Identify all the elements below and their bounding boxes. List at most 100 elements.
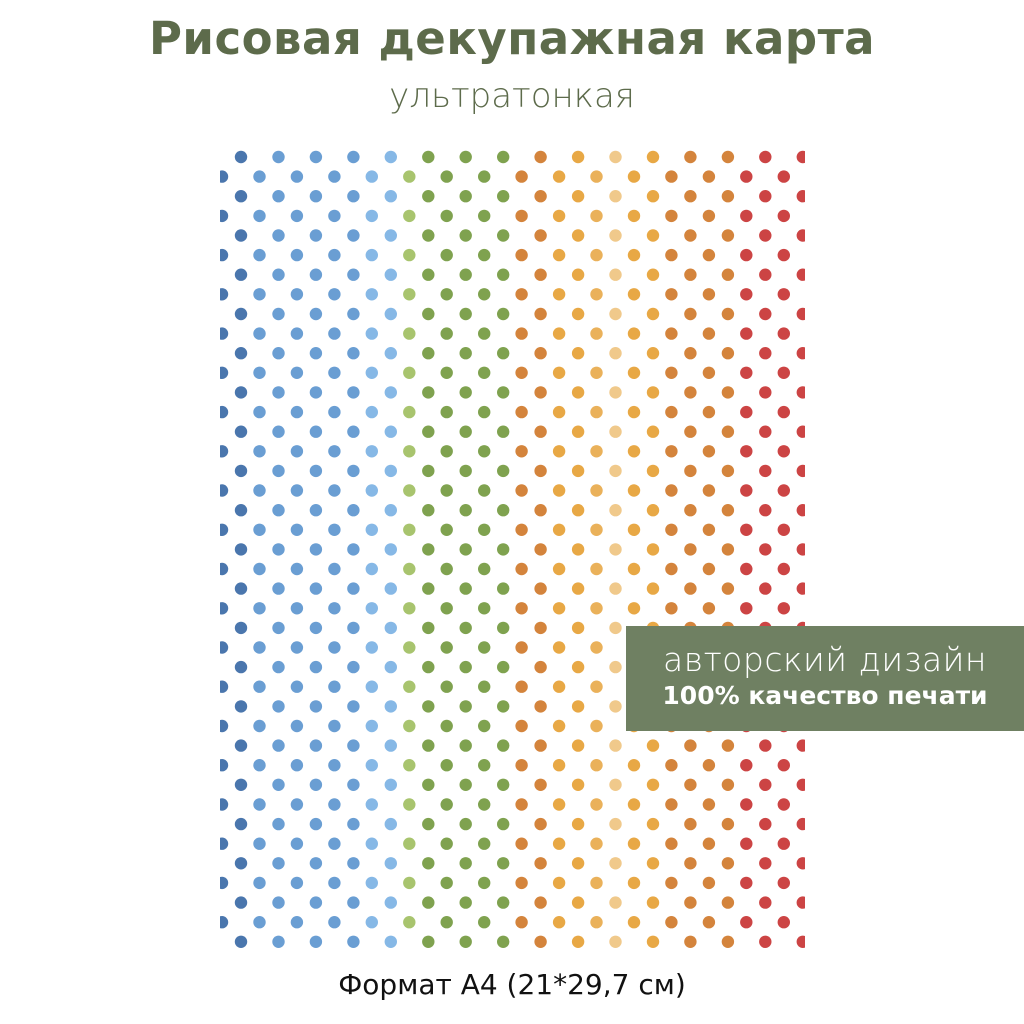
polka-dot xyxy=(759,386,772,399)
polka-dot xyxy=(478,562,491,576)
polka-dot xyxy=(759,229,772,242)
polka-dot xyxy=(365,602,378,615)
polka-dot xyxy=(627,916,641,929)
polka-dot xyxy=(272,190,285,203)
polka-dot xyxy=(534,817,547,831)
polka-dot xyxy=(440,327,453,340)
polka-dot xyxy=(459,504,472,517)
polka-dot xyxy=(403,366,416,379)
polka-dot xyxy=(740,405,753,419)
polka-dot xyxy=(497,700,510,713)
polka-dot xyxy=(478,759,491,772)
polka-dot xyxy=(627,876,641,890)
polka-dot xyxy=(759,464,772,478)
polka-dot xyxy=(440,916,453,929)
polka-dot xyxy=(309,857,323,870)
polka-dot xyxy=(534,425,547,438)
polka-dot xyxy=(721,582,735,595)
polka-dot xyxy=(478,916,491,929)
polka-dot xyxy=(796,896,805,909)
polka-dot xyxy=(534,582,547,595)
polka-dot xyxy=(702,759,716,772)
polka-dot xyxy=(290,327,304,340)
polka-dot xyxy=(552,602,566,615)
polka-dot xyxy=(646,229,660,242)
polka-dot xyxy=(684,504,697,517)
polka-dot xyxy=(534,307,547,321)
polka-dot xyxy=(384,307,397,321)
polka-dot xyxy=(627,602,641,615)
polka-dot xyxy=(253,837,266,850)
polka-dot xyxy=(534,700,547,713)
polka-dot xyxy=(721,464,735,478)
polka-dot xyxy=(253,484,266,497)
polka-dot xyxy=(220,641,229,654)
polka-dot xyxy=(384,700,397,713)
polka-dot xyxy=(478,641,491,654)
polka-dot xyxy=(590,484,603,497)
polka-dot xyxy=(571,386,585,399)
polka-dot xyxy=(796,857,805,870)
polka-dot xyxy=(365,759,378,772)
polka-dot xyxy=(777,209,790,223)
polka-dot xyxy=(627,837,641,850)
polka-dot xyxy=(590,288,603,301)
polka-dot xyxy=(384,190,397,203)
polka-dot xyxy=(365,719,378,733)
polka-dot xyxy=(646,935,660,948)
polka-dot xyxy=(721,504,735,517)
polka-dot xyxy=(684,739,697,752)
polka-dot xyxy=(515,288,528,301)
polka-dot xyxy=(253,288,266,301)
polka-dot xyxy=(534,504,547,517)
polka-dot xyxy=(534,739,547,752)
polka-dot xyxy=(646,504,660,517)
polka-dot xyxy=(253,445,266,458)
polka-dot xyxy=(515,327,528,340)
polka-dot xyxy=(253,798,266,811)
polka-dot xyxy=(290,680,304,693)
polka-dot xyxy=(440,288,453,301)
polka-dot xyxy=(478,876,491,890)
polka-dot xyxy=(721,190,735,203)
polka-dot xyxy=(290,445,304,458)
polka-dot xyxy=(440,680,453,693)
polka-dot xyxy=(253,248,266,262)
polka-dot xyxy=(609,739,622,752)
polka-dot xyxy=(253,170,266,183)
polka-dot xyxy=(497,660,510,674)
polka-dot xyxy=(796,386,805,399)
polka-dot xyxy=(552,798,566,811)
polka-dot xyxy=(759,150,772,164)
polka-dot xyxy=(759,425,772,438)
polka-dot xyxy=(220,916,229,929)
polka-dot xyxy=(759,543,772,556)
polka-dot xyxy=(702,837,716,850)
polka-dot xyxy=(609,935,622,948)
polka-dot xyxy=(609,229,622,242)
polka-dot xyxy=(309,347,323,360)
polka-dot xyxy=(777,327,790,340)
polka-dot xyxy=(403,759,416,772)
polka-dot xyxy=(497,307,510,321)
polka-dot xyxy=(234,464,248,478)
polka-dot xyxy=(702,484,716,497)
polka-dot xyxy=(309,935,323,948)
polka-dot xyxy=(403,248,416,262)
polka-dot xyxy=(590,170,603,183)
polka-dot xyxy=(220,366,229,379)
polka-dot xyxy=(309,425,323,438)
polka-dot xyxy=(702,288,716,301)
polka-dot xyxy=(627,484,641,497)
polka-dot xyxy=(440,248,453,262)
polka-dot xyxy=(759,817,772,831)
polka-dot xyxy=(309,621,323,635)
polka-dot xyxy=(309,543,323,556)
polka-dot xyxy=(534,386,547,399)
polka-dot xyxy=(609,386,622,399)
polka-dot xyxy=(422,582,435,595)
polka-dot xyxy=(721,739,735,752)
polka-dot xyxy=(515,641,528,654)
polka-dot xyxy=(665,562,678,576)
polka-dot xyxy=(515,484,528,497)
